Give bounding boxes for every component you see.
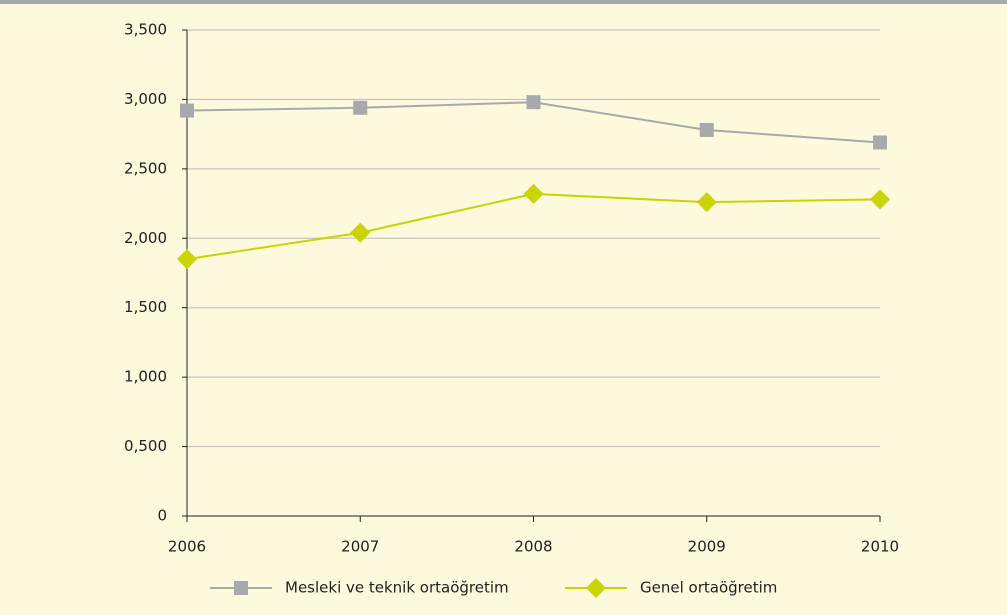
- marker: [177, 249, 197, 270]
- y-tick-label: 2,000: [124, 229, 167, 247]
- x-tick-label: 2006: [168, 538, 206, 556]
- marker: [873, 135, 887, 150]
- marker: [870, 189, 890, 210]
- marker: [523, 183, 544, 204]
- x-tick-label: 2008: [514, 538, 552, 556]
- y-tick-label: 2,500: [124, 159, 167, 177]
- y-tick-label: 3,000: [124, 90, 167, 108]
- marker: [696, 192, 717, 213]
- legend-label: Mesleki ve teknik ortaöğretim: [285, 579, 509, 597]
- y-tick-label: 3,500: [124, 21, 167, 39]
- marker: [234, 581, 248, 595]
- marker: [699, 122, 714, 137]
- x-tick-label: 2009: [688, 538, 726, 556]
- y-tick-label: 1,500: [124, 298, 167, 316]
- marker: [353, 100, 368, 115]
- x-tick-label: 2007: [341, 538, 379, 556]
- marker: [350, 222, 371, 243]
- marker: [586, 578, 606, 598]
- top-band: [0, 0, 1007, 4]
- marker: [526, 95, 541, 110]
- y-tick-label: 1,000: [124, 368, 167, 386]
- y-tick-label: 0,500: [124, 437, 167, 455]
- marker: [180, 103, 194, 118]
- x-tick-label: 2010: [861, 538, 899, 556]
- y-tick-label: 0: [157, 507, 167, 525]
- legend-label: Genel ortaöğretim: [640, 579, 777, 597]
